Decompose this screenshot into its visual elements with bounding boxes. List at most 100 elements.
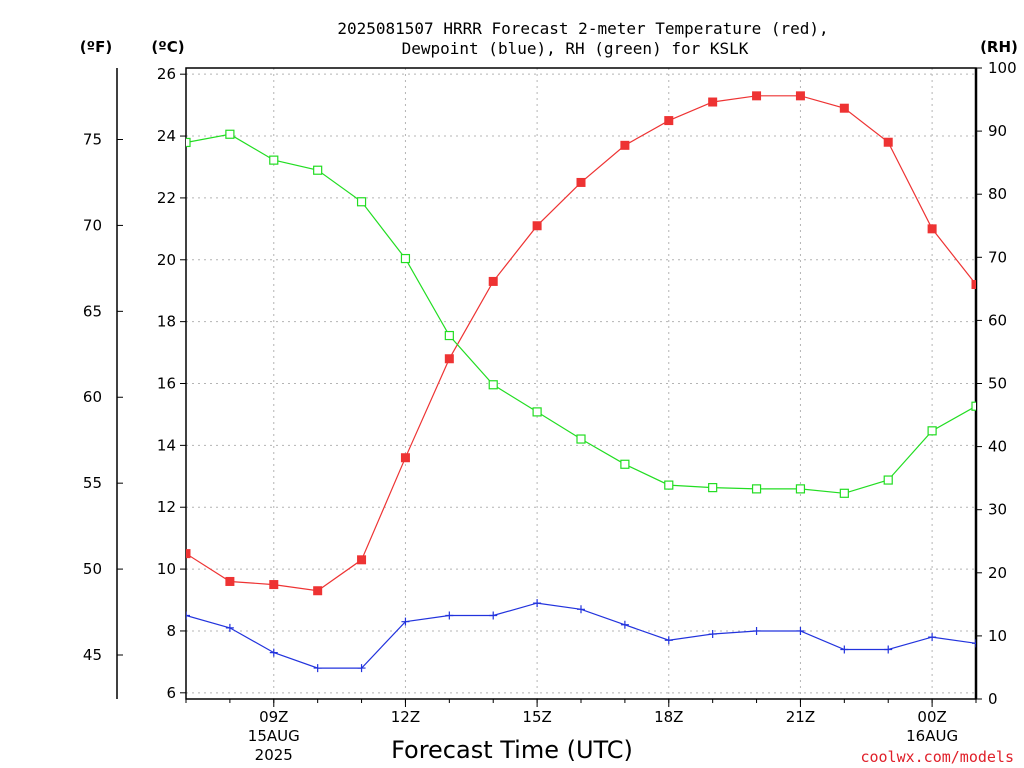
rh-unit-label: (RH) [980,38,1018,56]
x-tick-label: 00Z [917,708,946,726]
rh-tick-label: 0 [988,690,998,708]
celsius-tick-label: 20 [157,251,176,269]
temperature-point [795,91,805,101]
rh-point [532,407,542,417]
temperature-point [225,576,235,586]
celsius-tick-label: 8 [166,622,176,640]
fahrenheit-tick-label: 70 [83,216,102,234]
fahrenheit-tick-label: 50 [83,560,102,578]
celsius-tick-label: 26 [157,65,176,83]
dewpoint-point [401,617,410,626]
credit-link[interactable]: coolwx.com/models [860,748,1014,766]
rh-point [186,137,191,148]
fahrenheit-tick-label: 75 [83,130,102,148]
chart-title-line1: 2025081507 HRRR Forecast 2-meter Tempera… [337,19,828,38]
dewpoint-point [445,611,454,620]
x-axis-title: Forecast Time (UTC) [391,736,633,764]
rh-point [400,253,411,264]
rh-tick-label: 60 [988,311,1007,329]
rh-point [839,488,849,498]
temperature-point [444,354,454,364]
rh-point [444,330,454,341]
x-tick-year-label: 2025 [255,746,293,764]
temperature-point [488,276,498,286]
rh-point [225,129,235,139]
dewpoint-point [577,605,585,614]
x-tick-date-label: 16AUG [906,727,958,745]
rh-tick-label: 40 [988,438,1007,456]
dewpoint-point [225,623,234,632]
dewpoint-point [928,633,937,642]
rh-point [269,155,279,165]
x-tick-label: 15Z [522,708,551,726]
celsius-tick-label: 18 [157,313,176,331]
celsius-tick-label: 24 [157,127,176,145]
dewpoint-point [796,626,805,635]
celsius-tick-label: 16 [157,375,176,393]
rh-tick-label: 10 [988,627,1007,645]
rh-tick-label: 50 [988,375,1007,393]
temperature-point [664,116,674,126]
chart-title-line2: Dewpoint (blue), RH (green) for KSLK [402,39,749,58]
dewpoint-point [313,664,322,673]
temperature-point [357,555,367,565]
celsius-tick-label: 12 [157,498,176,516]
rh-point [883,475,893,485]
plot-frame [185,67,977,700]
rh-tick-label: 70 [988,248,1007,266]
axes [116,67,982,707]
rh-point [664,480,674,490]
dewpoint-point [664,636,673,645]
temperature-point [883,137,893,147]
x-tick-label: 18Z [654,708,683,726]
rh-tick-label: 100 [988,59,1017,77]
fahrenheit-tick-label: 55 [83,474,102,492]
temperature-point [576,177,586,187]
temperature-point [532,221,542,231]
rh-point [576,434,586,444]
rh-point [751,484,762,494]
dewpoint-point [269,648,278,657]
temperature-line [186,95,976,592]
dewpoint-point [840,645,849,654]
grid-lines [186,68,976,699]
celsius-unit-label: (ºC) [151,38,184,56]
rh-tick-label: 90 [988,122,1007,140]
dewpoint-point [708,630,717,639]
dewpoint-point [489,611,498,620]
rh-point [356,197,367,207]
dewpoint-point [357,664,366,673]
temperature-point [269,580,279,590]
celsius-tick-label: 22 [157,189,176,207]
fahrenheit-tick-label: 60 [83,388,102,406]
temperature-point [400,453,410,463]
dewpoint-point [752,626,761,635]
dewpoint-point [186,611,190,620]
temperature-point [313,586,323,596]
fahrenheit-unit-label: (ºF) [80,38,112,56]
fahrenheit-tick-label: 65 [83,302,102,320]
temperature-point [839,103,849,113]
x-tick-label: 12Z [391,708,420,726]
x-tick-label: 09Z [259,708,288,726]
temperature-point [708,97,718,107]
rh-tick-label: 20 [988,564,1007,582]
temperature-point [752,91,762,101]
series-layer [186,91,976,673]
rh-point [313,165,323,175]
dewpoint-point [884,645,893,654]
rh-tick-label: 80 [988,185,1007,203]
rh-point [708,483,718,493]
rh-tick-label: 30 [988,501,1007,519]
celsius-tick-label: 14 [157,436,176,454]
dewpoint-point [620,620,629,629]
temperature-point [620,140,630,150]
celsius-tick-label: 10 [157,560,176,578]
rh-point [795,484,806,494]
x-tick-date-label: 15AUG [248,727,300,745]
x-tick-label: 21Z [786,708,815,726]
temperature-point [186,549,191,559]
rh-point [927,426,937,436]
fahrenheit-tick-label: 45 [83,646,102,664]
